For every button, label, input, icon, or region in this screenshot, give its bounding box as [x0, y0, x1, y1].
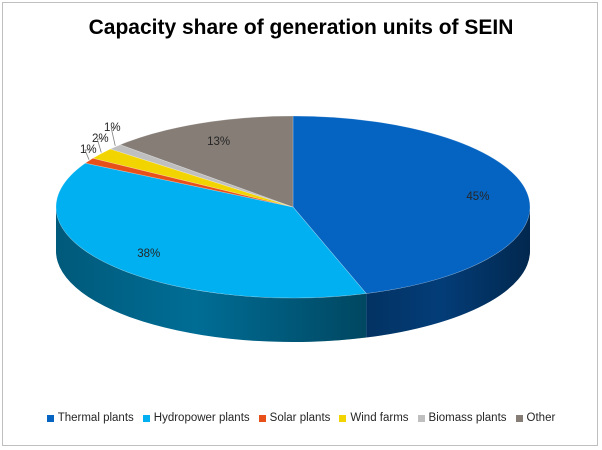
side-shade [56, 207, 367, 342]
slice-thermal-plants [292, 115, 531, 294]
legend-label: Solar plants [269, 412, 331, 424]
legend-swatch [339, 414, 347, 422]
chart-title: Capacity share of generation units of SE… [88, 16, 514, 39]
data-label-other: 13% [207, 136, 230, 148]
leader-line-biomass-plants [110, 127, 116, 146]
slice-biomass-plants [109, 144, 294, 208]
data-label-biomass-plants: 1% [104, 122, 121, 134]
data-label-wind-farms: 2% [92, 133, 109, 145]
legend-swatch [142, 414, 150, 422]
legend-label: Thermal plants [57, 412, 134, 424]
legend-label: Hydropower plants [153, 412, 250, 424]
slice-solar-plants [84, 157, 294, 208]
legend-item-solar-plants: Solar plants [258, 412, 331, 424]
legend-swatch [258, 414, 266, 422]
legend-swatch [515, 414, 523, 422]
legend: Thermal plants Hydropower plants Solar pla… [0, 412, 602, 424]
legend-swatch [46, 414, 54, 422]
leader-line-wind-farms [96, 138, 104, 153]
slice-other [119, 115, 294, 208]
data-label-hydropower-plants: 38% [137, 248, 160, 260]
data-label-solar-plants: 1% [80, 144, 97, 156]
legend-item-thermal-plants: Thermal plants [46, 412, 134, 424]
legend-label: Biomass plants [428, 412, 507, 424]
legend-swatch [417, 414, 425, 422]
slice-wind-farms [92, 148, 294, 208]
legend-item-other: Other [515, 412, 556, 424]
legend-item-hydropower-plants: Hydropower plants [142, 412, 250, 424]
legend-label: Other [526, 412, 556, 424]
slice-hydropower-plants [55, 162, 367, 299]
leader-line-solar-plants [84, 149, 92, 160]
legend-label: Wind farms [350, 412, 409, 424]
legend-item-wind-farms: Wind farms [339, 412, 409, 424]
side-shade [366, 207, 530, 338]
legend-item-biomass-plants: Biomass plants [417, 412, 507, 424]
data-label-thermal-plants: 45% [466, 191, 489, 203]
